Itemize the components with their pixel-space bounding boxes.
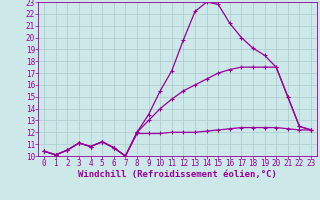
X-axis label: Windchill (Refroidissement éolien,°C): Windchill (Refroidissement éolien,°C) (78, 170, 277, 179)
